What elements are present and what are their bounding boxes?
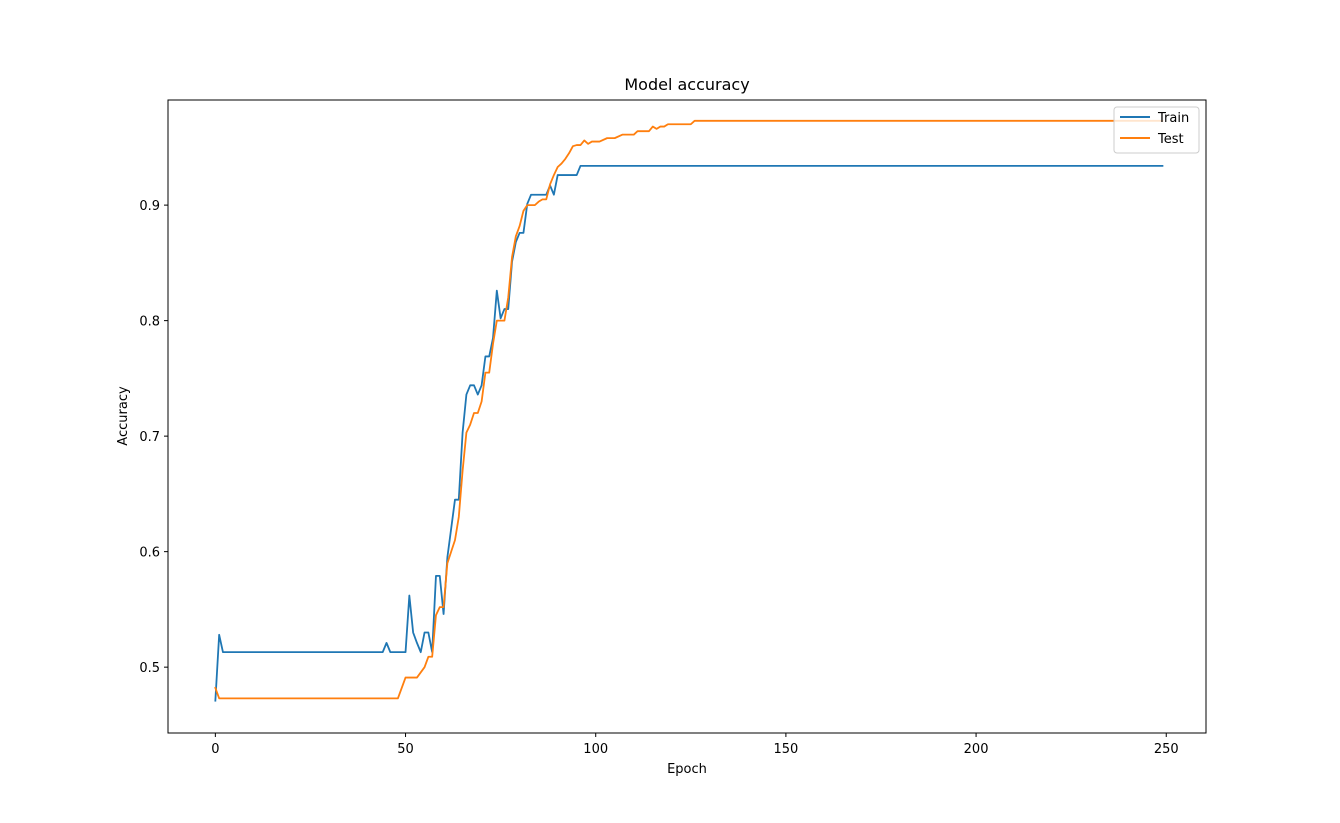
legend-label-train: Train: [1157, 111, 1189, 126]
y-tick-label: 0.9: [139, 199, 160, 214]
y-tick-label: 0.5: [139, 661, 160, 676]
y-tick-label: 0.7: [139, 430, 160, 445]
axes-frame: [167, 99, 1207, 734]
series-line-train: [214, 164, 1164, 702]
chart-title: Model accuracy: [624, 75, 749, 94]
x-tick-label: 50: [397, 742, 414, 757]
x-tick-label: 250: [1154, 742, 1179, 757]
x-axis-title: Epoch: [667, 762, 707, 777]
y-tick-label: 0.8: [139, 315, 160, 330]
x-tick-label: 200: [964, 742, 989, 757]
series-line-test: [214, 119, 1164, 700]
series-layer: [214, 119, 1164, 702]
x-tick-label: 150: [773, 742, 798, 757]
x-tick-label: 100: [583, 742, 608, 757]
legend-label-test: Test: [1157, 132, 1184, 147]
y-axis: 0.5 0.6 0.7 0.8 0.9: [139, 199, 168, 676]
legend: Train Test: [1113, 106, 1200, 154]
y-axis-title: Accuracy: [116, 386, 131, 446]
x-axis: 0 50 100 150 200 250: [211, 733, 1179, 757]
legend-box: [1113, 106, 1200, 154]
plot-area: [167, 99, 1207, 734]
x-tick-label: 0: [211, 742, 219, 757]
y-tick-label: 0.6: [139, 546, 160, 561]
axes-background: [168, 100, 1206, 733]
